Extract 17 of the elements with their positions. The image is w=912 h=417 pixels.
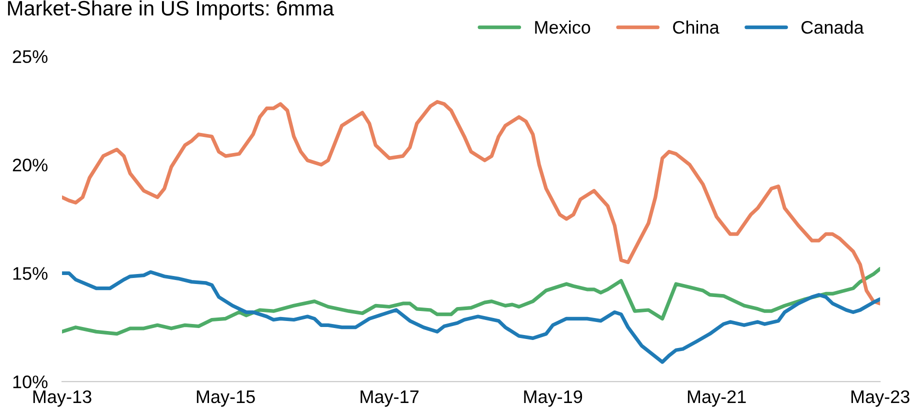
legend-label: Canada	[802, 20, 864, 34]
line-series	[62, 270, 880, 364]
x-tick-label: May-13	[33, 390, 92, 407]
x-tick-label: May-21	[688, 390, 746, 407]
x-tick-label: May-23	[851, 390, 910, 407]
x-tick-label: May-15	[196, 390, 255, 407]
x-tick-label: May-19	[524, 390, 582, 407]
line-series	[62, 266, 880, 336]
y-tick-label: 15%	[13, 267, 48, 280]
x-tick-label: May-17	[360, 390, 418, 407]
y-tick-label: 25%	[12, 50, 48, 64]
line-series	[62, 100, 880, 306]
y-tick-label: 20%	[12, 158, 48, 172]
y-tick-label: 10%	[13, 375, 48, 388]
legend-label: China	[673, 20, 720, 34]
legend-label: Mexico	[535, 20, 590, 34]
chart-title: Market-Share in US Imports: 6mma	[8, 0, 334, 20]
